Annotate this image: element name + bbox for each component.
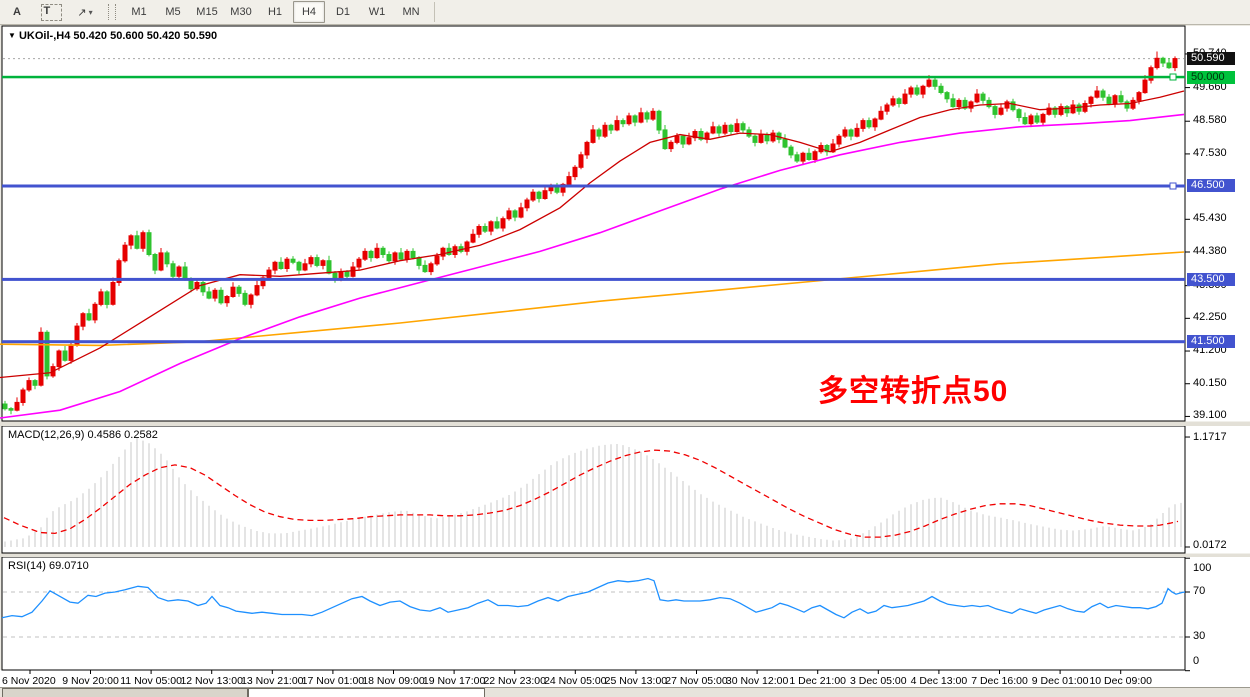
timeframe-button-m15[interactable]: M15 (196, 6, 218, 18)
main-chart-panel[interactable] (1, 25, 1186, 422)
panel-splitter-2[interactable] (0, 553, 1250, 558)
toolbar-separator (434, 2, 435, 22)
timeframe-button-h4[interactable]: H4 (293, 1, 325, 23)
chart-tab-strip (0, 687, 1250, 697)
timeframe-button-w1[interactable]: W1 (368, 6, 386, 18)
toolbar-grip (108, 4, 116, 20)
toolbar: A T ↗ ▾ M1 M5 M15 M30 H1 H4 D1 W1 MN (0, 0, 1250, 25)
text-label-tool-button[interactable]: T (35, 1, 67, 23)
chevron-down-icon: ▾ (88, 7, 93, 17)
timeframe-button-m5[interactable]: M5 (165, 6, 181, 18)
line-handle-50.000[interactable] (1169, 73, 1177, 81)
timeframe-button-group: M1 M5 M15 M30 H1 H4 D1 W1 MN (122, 1, 428, 23)
arrows-tool-button[interactable]: ↗ ▾ (69, 1, 101, 23)
text-tool-icon: T (40, 3, 62, 21)
timeframe-button-mn[interactable]: MN (402, 6, 420, 18)
rsi-line (1, 577, 1186, 619)
timeframe-button-d1[interactable]: D1 (335, 6, 351, 18)
candlesticks (2, 51, 1178, 415)
macd-histogram (4, 438, 1182, 547)
arrows-tool-icon: ↗ (77, 6, 87, 19)
panel-splitter-1[interactable] (0, 421, 1250, 427)
font-tool-button[interactable]: A (13, 6, 21, 18)
chart-tab-1[interactable] (2, 688, 248, 697)
timeframe-button-h1[interactable]: H1 (267, 6, 283, 18)
time-axis-row[interactable] (0, 670, 1250, 687)
horizontal-line-46.500[interactable] (2, 184, 1185, 188)
ma-mid-magenta-line (0, 113, 1185, 419)
line-handle-46.500[interactable] (1169, 182, 1177, 190)
ma-fast-red-line (0, 90, 1185, 379)
horizontal-line-43.500[interactable] (2, 277, 1185, 281)
chart-tab-2-active[interactable] (248, 688, 485, 697)
timeframe-button-m1[interactable]: M1 (131, 6, 147, 18)
horizontal-line-50.000[interactable] (2, 75, 1185, 79)
timeframe-button-m30[interactable]: M30 (230, 6, 252, 18)
rsi-panel[interactable] (1, 556, 1186, 671)
price-axis-column[interactable] (1185, 26, 1250, 670)
horizontal-line-41.500[interactable] (2, 340, 1185, 344)
